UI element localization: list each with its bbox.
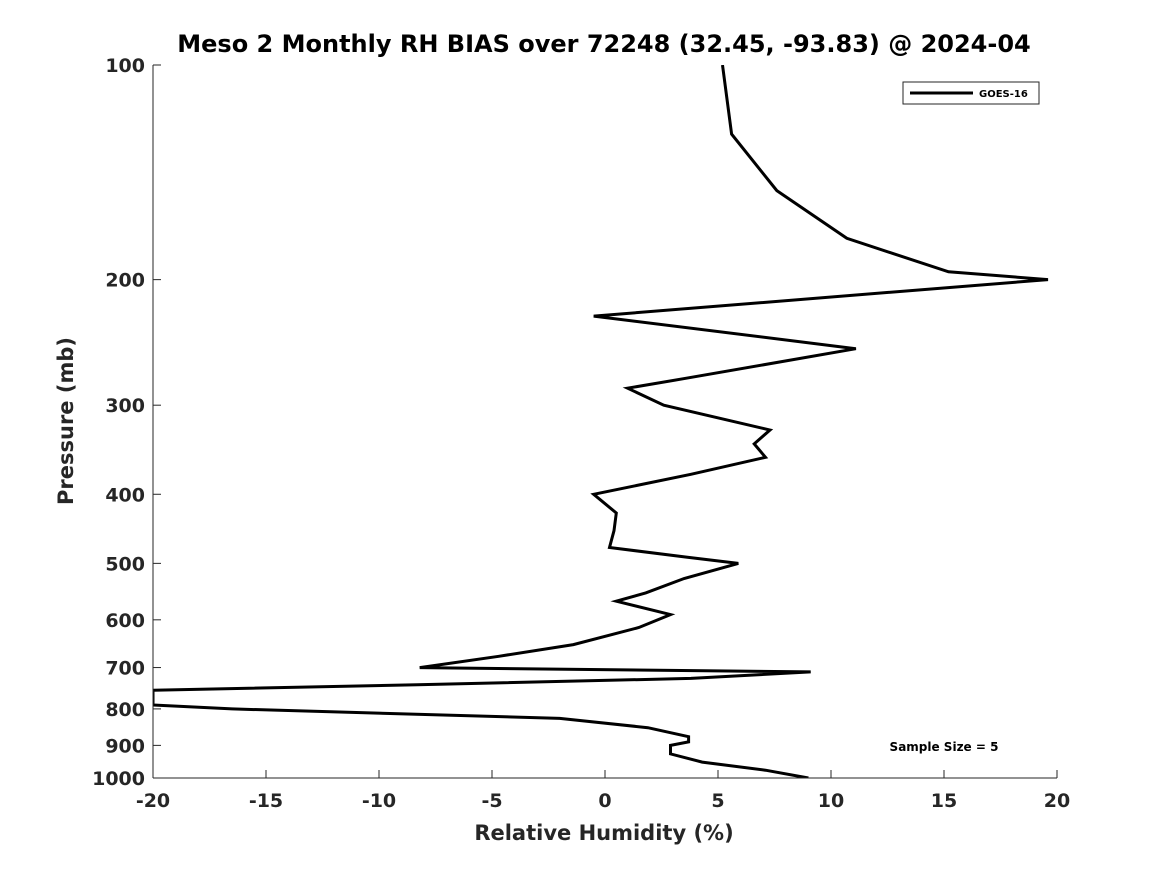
x-tick-label: -10: [362, 790, 396, 812]
x-tick-label: 0: [598, 790, 611, 812]
y-ticks: 100 200 300 400 500 600 700 800 900 1000: [92, 55, 161, 790]
y-tick-label: 400: [105, 484, 145, 506]
x-tick-label: 15: [931, 790, 957, 812]
x-tick-label: 10: [818, 790, 844, 812]
series-line-goes-16: [153, 65, 1049, 778]
y-axis-label: Pressure (mb): [54, 337, 78, 505]
x-tick-label: 5: [711, 790, 724, 812]
y-tick-label: 700: [105, 658, 145, 680]
y-tick-label: 500: [105, 553, 145, 575]
x-tick-label: 20: [1044, 790, 1070, 812]
x-ticks: -20 -15 -10 -5 0 5 10 15 20: [136, 770, 1070, 812]
y-tick-label: 1000: [92, 768, 145, 790]
y-tick-label: 600: [105, 610, 145, 632]
sample-size-annotation: Sample Size = 5: [890, 740, 999, 754]
legend-label-goes-16: GOES-16: [979, 89, 1028, 100]
x-tick-label: -20: [136, 790, 170, 812]
chart-title: Meso 2 Monthly RH BIAS over 72248 (32.45…: [177, 30, 1030, 58]
y-tick-label: 900: [105, 735, 145, 757]
plot-area: [153, 65, 1057, 778]
x-tick-label: -15: [249, 790, 283, 812]
x-axis-label: Relative Humidity (%): [474, 821, 733, 845]
y-tick-label: 800: [105, 699, 145, 721]
legend: GOES-16: [902, 81, 1040, 105]
plot-content: [153, 65, 1049, 778]
y-tick-label: 300: [105, 395, 145, 417]
y-tick-label: 100: [105, 55, 145, 77]
x-tick-label: -5: [481, 790, 502, 812]
y-tick-label: 200: [105, 270, 145, 292]
